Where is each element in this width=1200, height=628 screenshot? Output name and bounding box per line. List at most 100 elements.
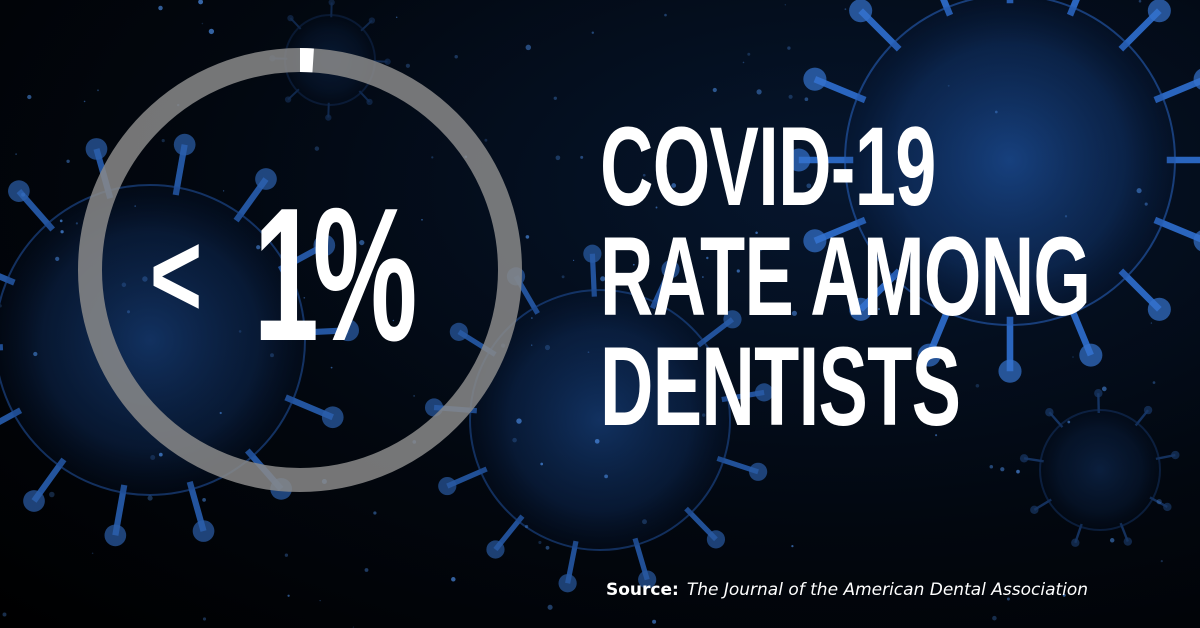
dust-particle (158, 5, 163, 11)
dust-particle (742, 61, 745, 64)
dust-particle (666, 355, 669, 358)
virus-spike-tip (192, 520, 215, 542)
dust-particle (329, 220, 333, 223)
virus-spike-tip (1030, 505, 1039, 515)
virus-spike (1048, 411, 1064, 428)
dust-particle (806, 183, 812, 189)
virus-spike-tip (366, 98, 373, 106)
dust-particle (784, 4, 786, 6)
dust-particle (632, 263, 635, 266)
virus-spike (1033, 498, 1052, 511)
dust-particle (553, 96, 557, 100)
virus-spike-tip (104, 524, 127, 547)
dust-particle (791, 310, 797, 316)
virus-particle (787, 0, 1200, 383)
dust-particle (319, 599, 321, 602)
dust-particle (147, 495, 153, 501)
dust-particle (791, 544, 794, 548)
virus-spike (565, 540, 579, 584)
virus-spike (684, 506, 718, 542)
dust-particle (544, 344, 551, 351)
dust-particle (83, 100, 86, 103)
dust-particle (373, 511, 377, 515)
virus-particles (0, 0, 1200, 593)
virus-spike-tip (1071, 538, 1080, 547)
virus-spike-tip (325, 114, 332, 121)
dust-particle (454, 55, 458, 59)
virus-particle (424, 244, 774, 593)
virus-spike-tip (723, 310, 742, 329)
source-citation: Source: The Journal of the American Denta… (606, 580, 1088, 600)
virus-spike-tip (486, 540, 505, 559)
virus-spike (289, 17, 302, 30)
dust-particle (992, 615, 997, 621)
dust-particle (60, 230, 64, 234)
dust-particle (525, 235, 530, 239)
headline: COVID-19 RATE AMONG DENTISTS (600, 111, 1180, 443)
dust-particle (525, 44, 532, 51)
dust-particle (780, 243, 786, 249)
virus-spike-tip (284, 96, 292, 103)
virus-spike-tip (321, 406, 344, 429)
dust-particle (804, 97, 809, 102)
percentage-value: 1% (253, 169, 417, 381)
virus-spike-tip (1147, 0, 1171, 23)
virus-spike (0, 407, 23, 426)
virus-spike-tip (313, 234, 336, 257)
dust-particle (1101, 386, 1107, 392)
dust-particle (604, 474, 608, 479)
virus-spike-tip (255, 168, 277, 190)
dust-particle (555, 155, 561, 161)
dust-particle (642, 173, 646, 177)
virus-spike-tip (8, 180, 30, 202)
dust-particle (671, 183, 677, 188)
virus-spike (0, 273, 16, 286)
dust-particle (540, 462, 544, 466)
virus-spike-tip (1143, 405, 1153, 415)
dust-particle (1136, 188, 1142, 194)
dust-particle (547, 604, 553, 610)
dust-particle (787, 46, 791, 50)
dust-particle (1160, 560, 1163, 563)
virus-spike (1149, 496, 1168, 508)
dust-particle (158, 452, 163, 457)
dust-particle (330, 366, 333, 369)
dust-particle (525, 524, 529, 529)
dust-particle (289, 325, 294, 330)
virus-spike (1155, 453, 1176, 461)
dust-particle (721, 250, 726, 255)
dust-particle (75, 222, 79, 225)
virus-spike-tip (1171, 450, 1180, 460)
dust-particle (1150, 322, 1153, 324)
dust-particle (201, 22, 204, 25)
virus-spike-tip (803, 229, 827, 253)
virus-spike-tip (1019, 454, 1029, 463)
dust-particle (531, 317, 533, 319)
dust-particle (27, 94, 32, 100)
dust-particle (287, 594, 290, 597)
dust-particle (935, 434, 938, 437)
dust-particle (126, 310, 131, 314)
virus-body (0, 184, 306, 496)
virus-spike-tip (85, 138, 108, 160)
virus-spike-tip (23, 490, 45, 512)
dust-particle (66, 159, 70, 163)
dust-particle (580, 155, 584, 159)
dust-particle (303, 297, 306, 299)
dust-particle (270, 353, 274, 358)
virus-spike-tip (998, 359, 1022, 383)
dust-particle (512, 437, 517, 443)
dust-particle (531, 344, 533, 346)
virus-spike-tip (1094, 389, 1103, 398)
virus-spike (493, 514, 525, 552)
dust-particle (756, 89, 762, 95)
virus-particle (0, 133, 360, 547)
dust-particle (202, 617, 207, 621)
virus-spike (721, 389, 765, 403)
dust-particle (1109, 538, 1115, 543)
virus-spike-tip (849, 0, 873, 23)
virus-spike (716, 455, 759, 475)
dust-particle (392, 319, 395, 322)
virus-spike-tip (1163, 502, 1172, 512)
